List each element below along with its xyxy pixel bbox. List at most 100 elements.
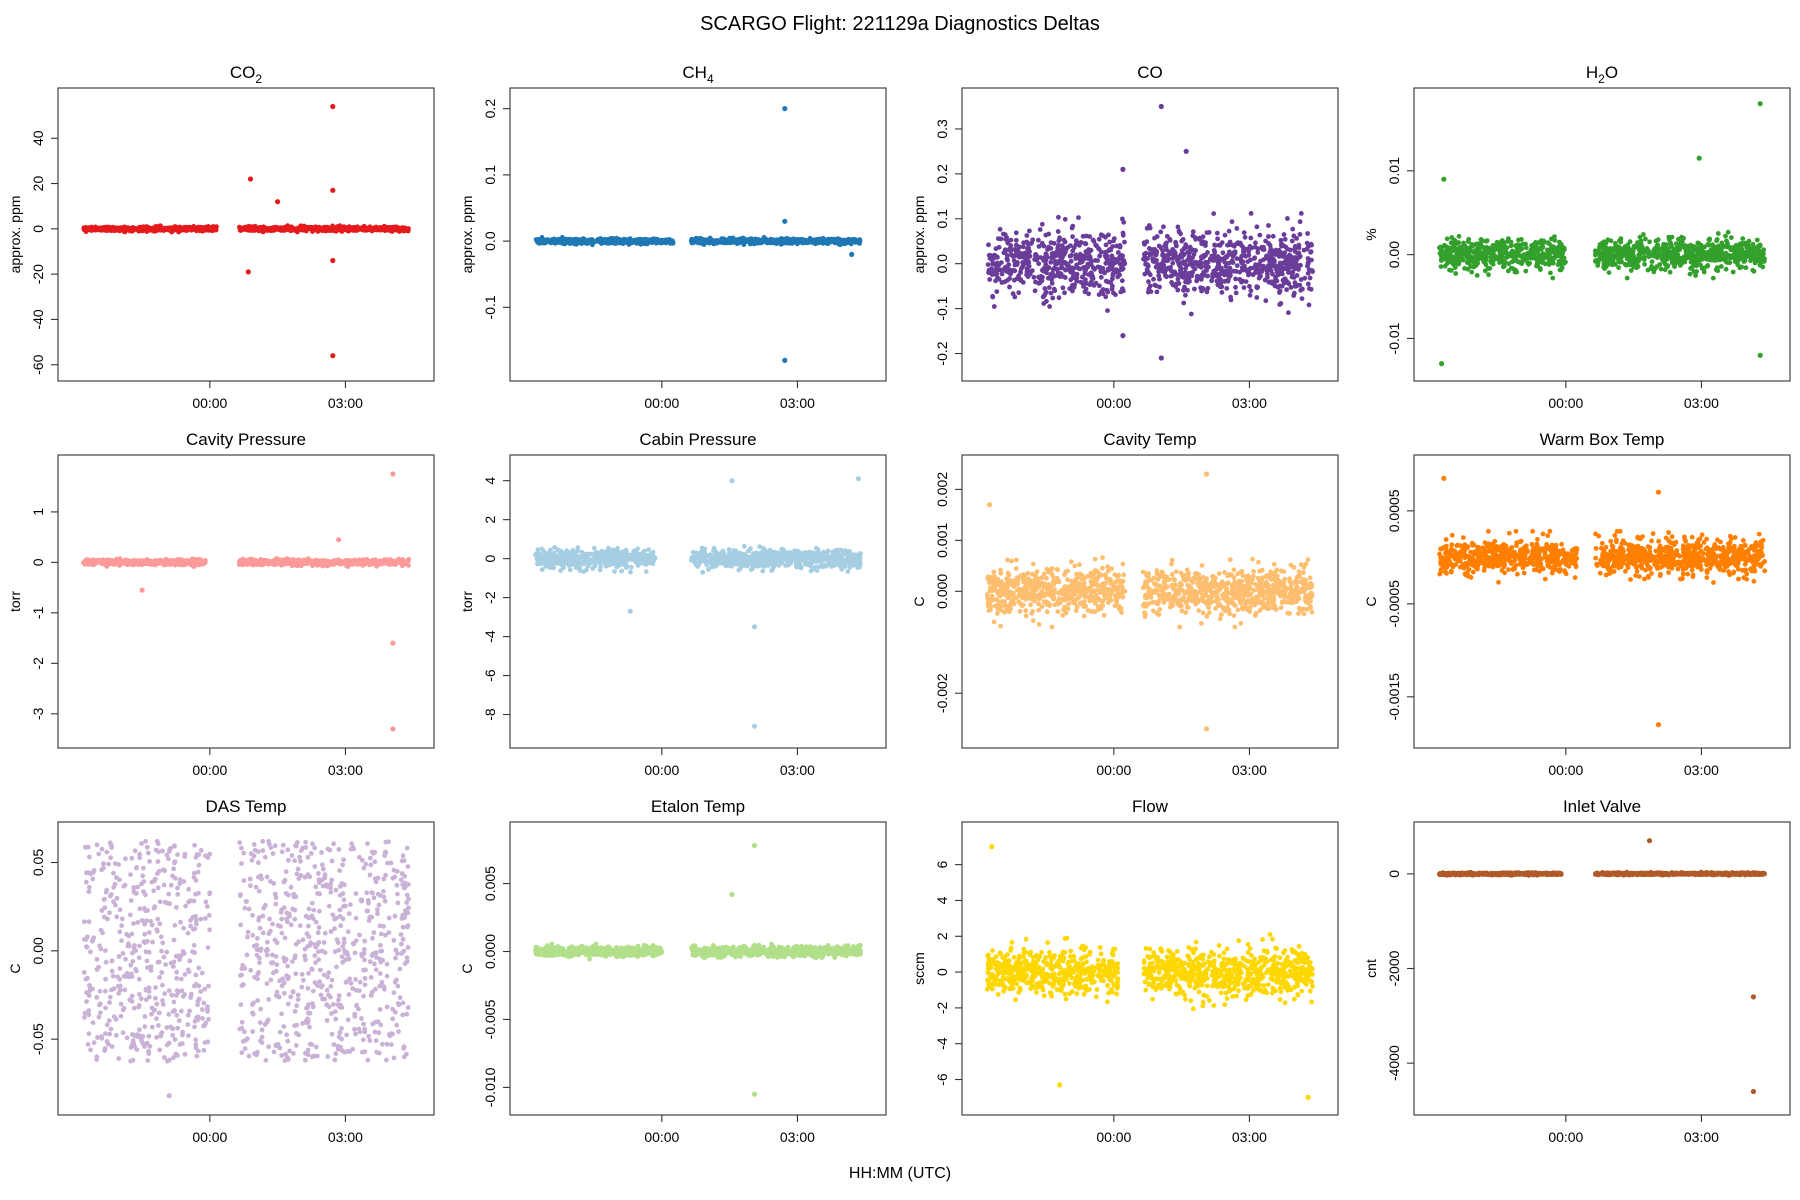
data-point [173, 225, 179, 231]
data-point [1490, 243, 1496, 248]
data-point [1638, 255, 1644, 260]
data-point [157, 227, 163, 233]
data-point [1231, 268, 1237, 274]
data-point [324, 226, 330, 232]
data-point [1681, 255, 1687, 261]
data-point [1278, 237, 1284, 243]
data-point [1508, 239, 1514, 245]
panel-title: CO2 [230, 63, 263, 86]
data-point [1292, 249, 1298, 254]
x-tick-label: 03:00 [1232, 395, 1267, 411]
data-point [1470, 257, 1476, 262]
outlier-point [1158, 355, 1164, 361]
data-point [1297, 232, 1303, 237]
data-point [1749, 247, 1755, 253]
data-point [1706, 242, 1712, 248]
data-point [986, 242, 991, 248]
data-point [1713, 267, 1719, 273]
data-point [1090, 265, 1096, 271]
data-point [1119, 253, 1124, 258]
data-point [1630, 259, 1636, 265]
data-point [1096, 236, 1102, 242]
data-point [1153, 249, 1159, 254]
data-point [993, 278, 998, 284]
y-tick-label: -0.1 [934, 296, 950, 320]
data-point [594, 238, 599, 244]
data-point [638, 239, 644, 244]
data-point [1093, 242, 1098, 248]
x-tick-label: 03:00 [1684, 395, 1719, 411]
data-point [1122, 239, 1127, 245]
outlier-point [782, 106, 788, 112]
data-point [190, 227, 196, 232]
data-point [1748, 258, 1753, 264]
data-point [1529, 253, 1535, 259]
data-point [1248, 235, 1254, 241]
data-point [1240, 259, 1246, 265]
data-point [1086, 291, 1091, 297]
data-point [1234, 226, 1240, 231]
data-point [1170, 247, 1175, 252]
outlier-point [782, 218, 788, 224]
data-point [1070, 234, 1075, 240]
data-point [1229, 258, 1235, 264]
data-point [1046, 285, 1052, 290]
data-point [1465, 266, 1471, 272]
data-point [1192, 266, 1198, 272]
data-point [1611, 246, 1617, 251]
data-point [1119, 278, 1125, 284]
data-point [1728, 235, 1734, 241]
data-point [1220, 250, 1226, 256]
data-point [250, 226, 256, 232]
data-point [1003, 236, 1008, 242]
data-point [602, 238, 608, 244]
data-point [1308, 286, 1314, 292]
data-point [1059, 258, 1065, 264]
data-point [1116, 268, 1122, 274]
data-point [1186, 257, 1192, 263]
data-point [1536, 247, 1541, 253]
data-point [1754, 237, 1760, 243]
data-point [1204, 289, 1210, 295]
data-point [368, 226, 373, 232]
data-point [997, 226, 1003, 232]
data-point [1257, 232, 1263, 238]
data-point [1219, 290, 1225, 295]
data-point [1597, 256, 1603, 262]
data-point [1199, 272, 1205, 278]
data-point [991, 304, 997, 309]
data-point [1043, 289, 1049, 295]
data-point [1203, 267, 1209, 273]
outlier-point [1120, 166, 1126, 172]
data-point [1456, 233, 1462, 239]
data-point [1649, 251, 1655, 257]
data-point [1117, 244, 1123, 250]
y-tick-label: 0 [30, 225, 46, 233]
data-point [1552, 234, 1557, 240]
data-point [1068, 243, 1073, 249]
data-point [1222, 259, 1228, 265]
data-point [1292, 283, 1298, 289]
data-point [726, 237, 731, 243]
data-point [1697, 244, 1702, 250]
data-point [1199, 255, 1205, 261]
y-tick-label: 0.2 [934, 164, 950, 184]
data-point [138, 226, 144, 232]
data-point [1008, 248, 1013, 254]
data-point [1715, 231, 1721, 236]
data-point [1653, 238, 1659, 244]
data-point [1476, 252, 1481, 257]
data-point [1730, 269, 1736, 275]
data-point [1050, 295, 1056, 301]
data-point [1679, 239, 1685, 245]
data-point [1285, 216, 1290, 221]
data-point [1052, 259, 1058, 264]
data-point [1036, 261, 1042, 267]
data-point [1056, 295, 1062, 301]
data-point [1305, 263, 1310, 269]
data-point [1164, 247, 1169, 253]
data-point [1171, 271, 1177, 277]
y-tick-label: 0.00 [1386, 241, 1402, 268]
data-point [1602, 266, 1607, 271]
data-point [1060, 285, 1066, 291]
